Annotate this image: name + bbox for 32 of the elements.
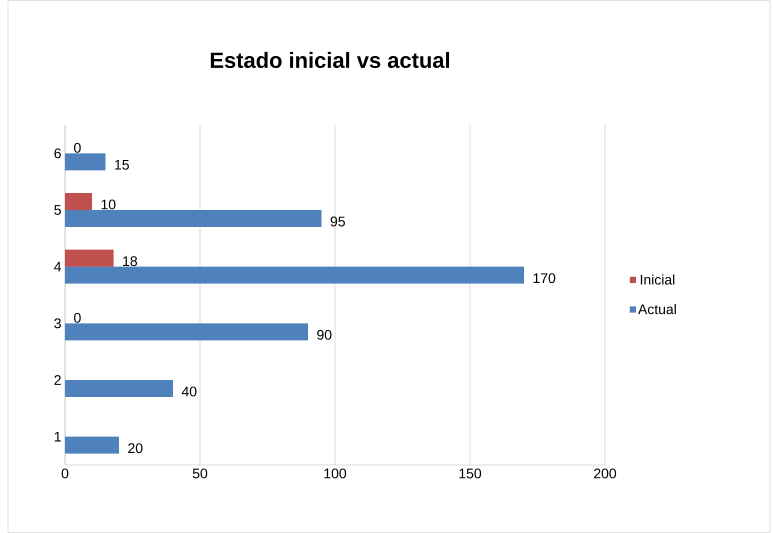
y-tick-label: 4	[54, 262, 62, 272]
bar	[65, 380, 173, 397]
data-label: 20	[128, 443, 142, 454]
bar	[65, 250, 114, 267]
x-tick-label: 200	[594, 468, 616, 478]
y-tick-label: 3	[54, 318, 61, 328]
x-tick-label: 150	[459, 468, 482, 478]
y-tick-label: 5	[54, 205, 61, 215]
data-label: 10	[102, 200, 116, 210]
legend-label: Actual	[638, 304, 676, 314]
y-tick-label: 1	[54, 432, 61, 442]
bar	[65, 153, 106, 170]
bar	[65, 193, 92, 210]
bar	[65, 210, 322, 227]
data-label: 15	[115, 160, 129, 170]
x-tick-label: 0	[62, 468, 68, 478]
data-label: 95	[330, 216, 345, 226]
data-label: 40	[182, 386, 196, 396]
data-label: 0	[74, 312, 81, 323]
data-label: 18	[123, 256, 138, 266]
data-label: 90	[317, 330, 332, 340]
chart-title: Estado inicial vs actual	[210, 52, 450, 68]
bar	[65, 266, 524, 284]
bar	[65, 436, 119, 454]
y-tick-label: 6	[54, 148, 61, 158]
bar	[65, 323, 308, 340]
x-tick-label: 50	[192, 468, 208, 478]
data-label: 0	[74, 142, 81, 153]
data-label: 170	[534, 273, 556, 284]
y-tick-label: 2	[54, 375, 61, 385]
legend-label: Inicial	[640, 274, 674, 285]
x-tick-label: 100	[324, 468, 346, 478]
